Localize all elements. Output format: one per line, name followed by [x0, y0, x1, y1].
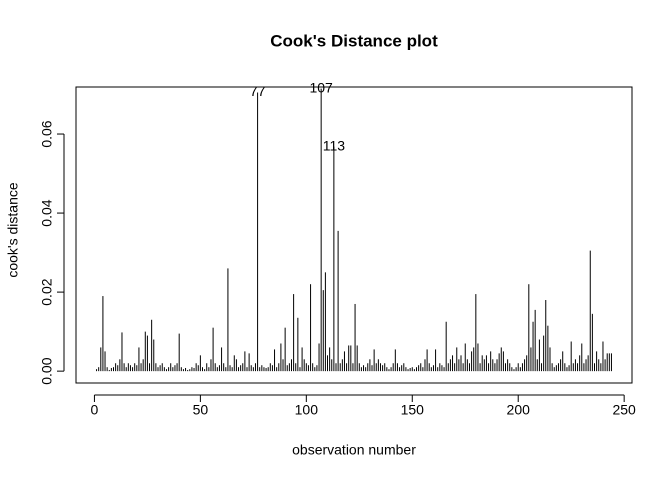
x-tick-label: 250: [612, 402, 636, 418]
y-tick-label: 0.06: [39, 120, 55, 147]
x-tick-label: 0: [91, 402, 99, 418]
point-label: 77: [250, 83, 266, 99]
x-tick-label: 200: [507, 402, 531, 418]
point-label: 107: [309, 79, 333, 95]
y-tick-label: 0.02: [39, 278, 55, 305]
y-axis-label: cook's distance: [5, 182, 21, 277]
x-tick-label: 100: [295, 402, 319, 418]
y-tick-label: 0.04: [39, 199, 55, 226]
chart-title: Cook's Distance plot: [270, 31, 438, 50]
x-axis-label: observation number: [292, 442, 416, 458]
point-label: 113: [323, 137, 346, 153]
plot-box: [75, 86, 633, 384]
y-tick-label: 0.00: [39, 357, 55, 384]
x-tick-label: 50: [193, 402, 209, 418]
x-tick-label: 150: [401, 402, 425, 418]
